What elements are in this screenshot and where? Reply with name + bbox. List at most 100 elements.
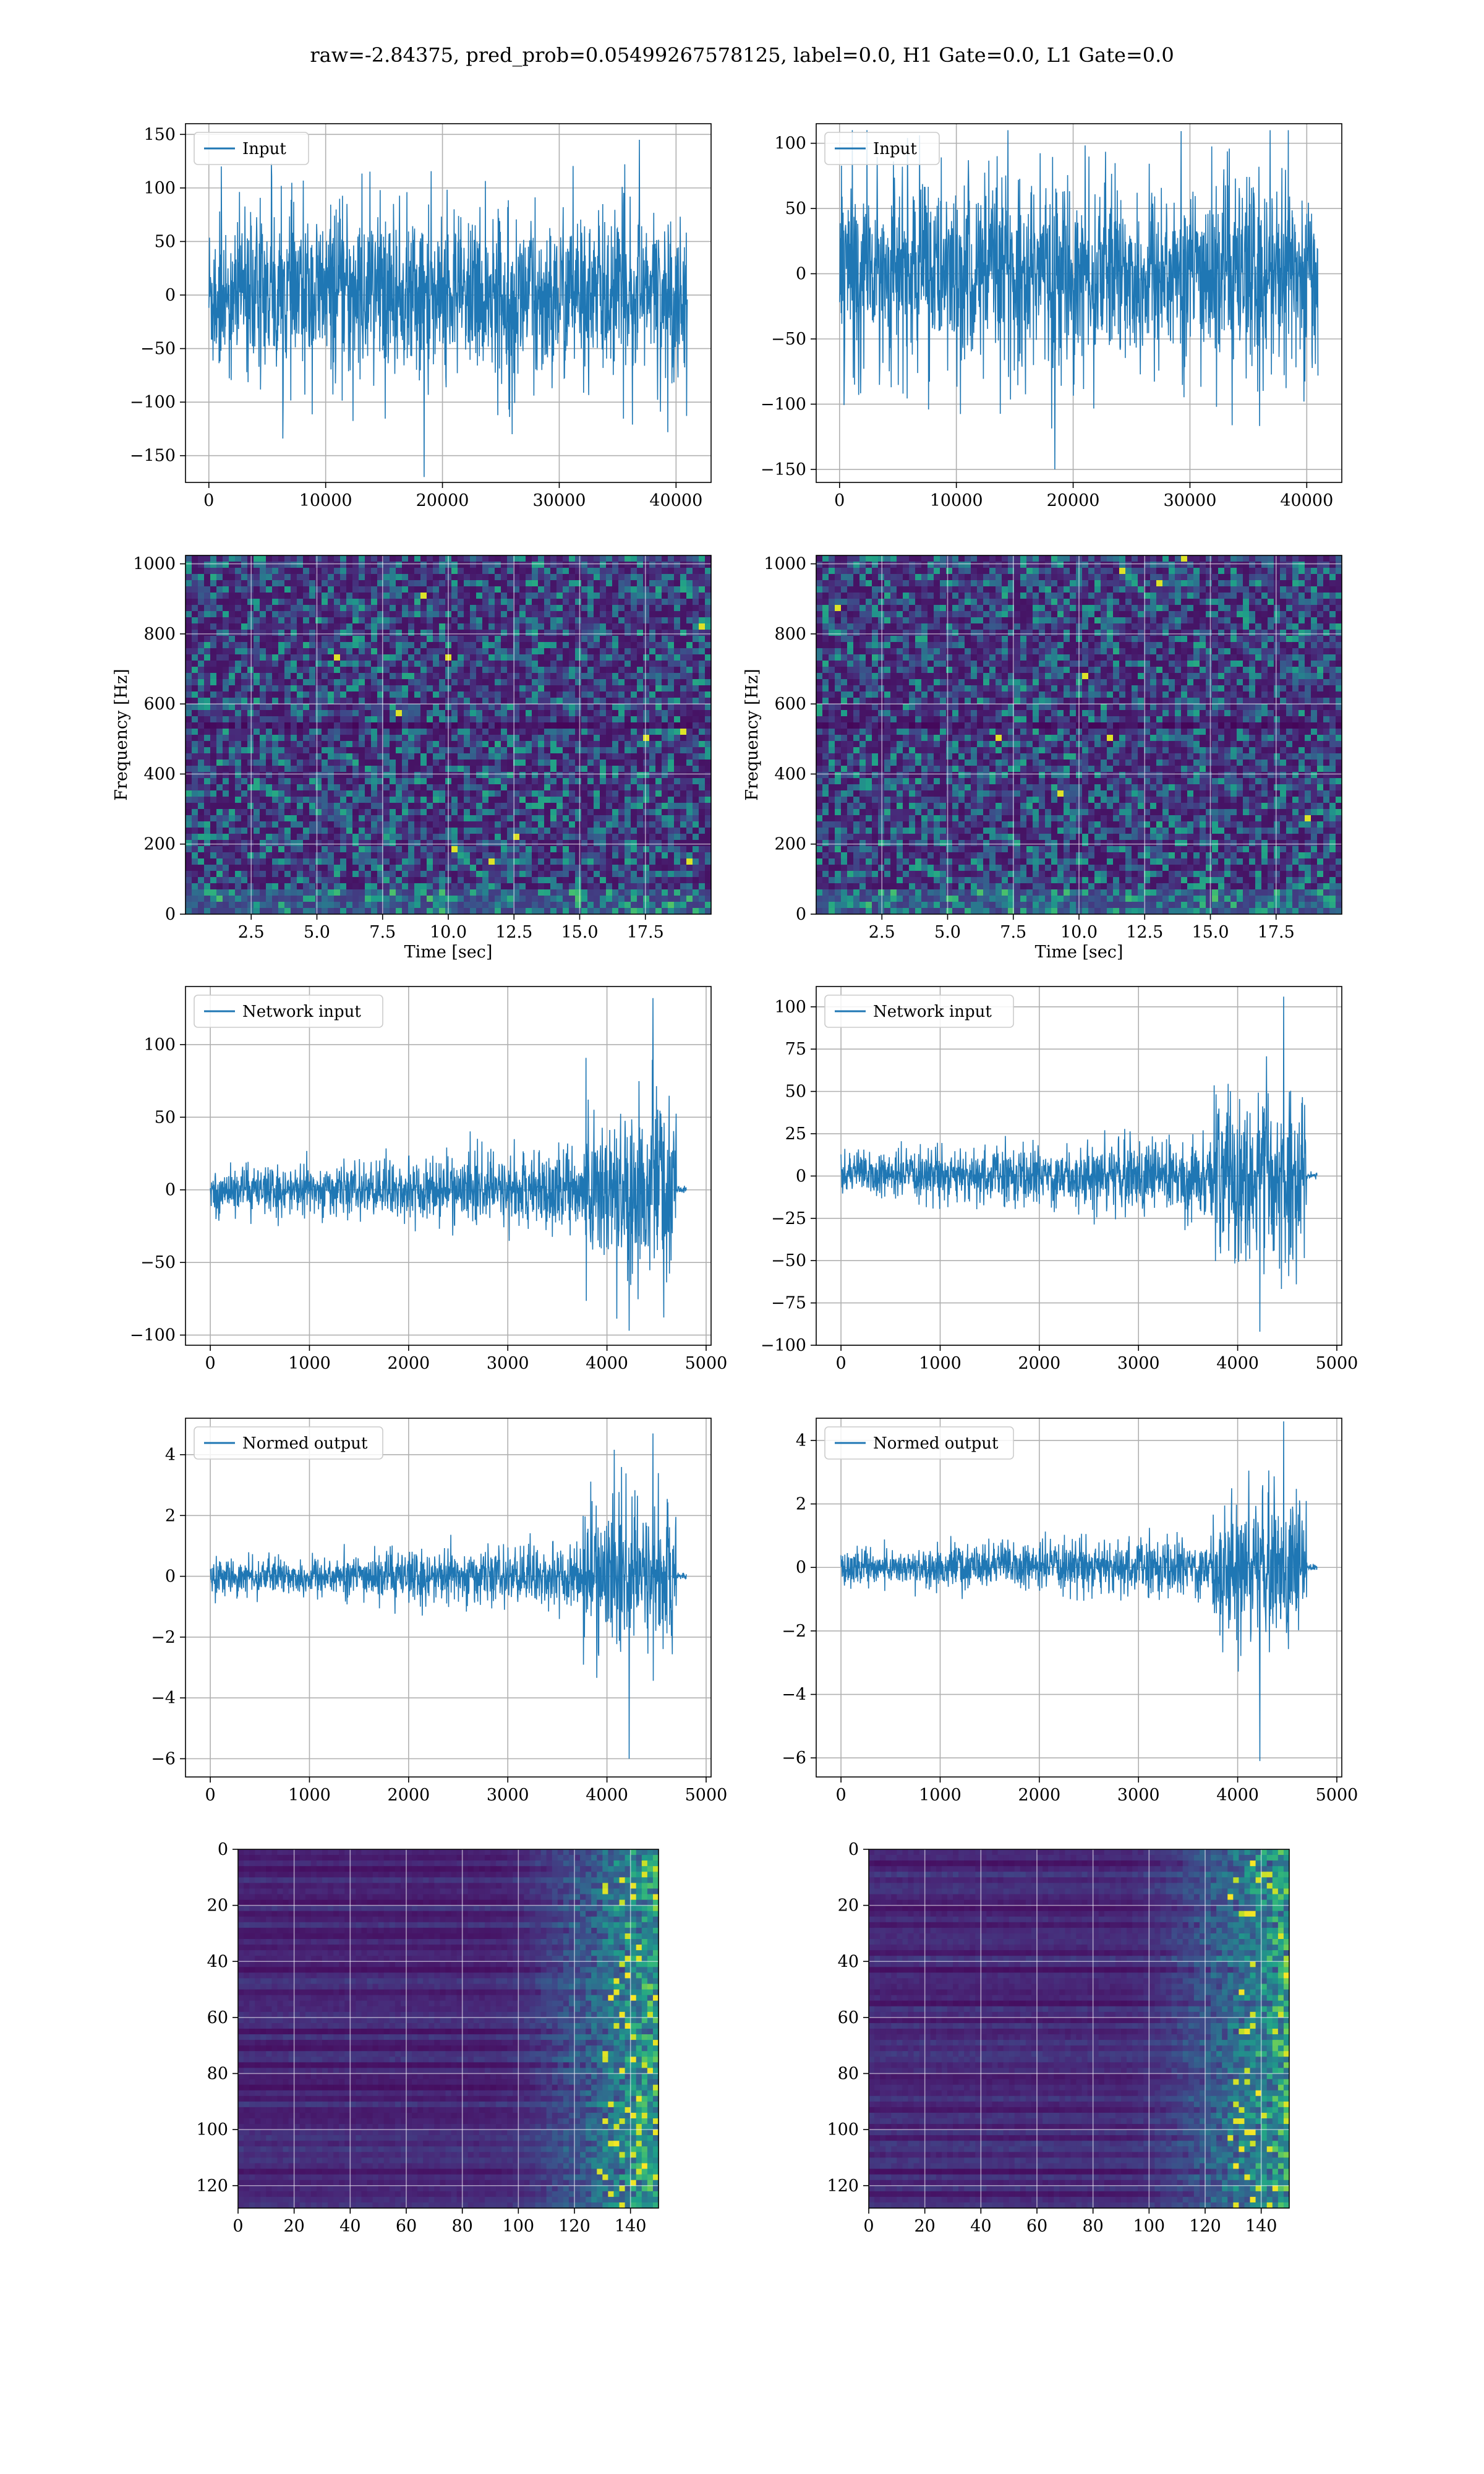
heatmap-cell (396, 593, 403, 599)
heatmap-cell (297, 815, 304, 822)
heatmap-cell (686, 593, 693, 599)
heatmap-cell (556, 710, 563, 717)
heatmap-cell (414, 834, 421, 841)
heatmap-cell (303, 753, 310, 760)
heatmap-cell (377, 568, 384, 575)
heatmap-cell (680, 883, 687, 890)
heatmap-cell (625, 555, 631, 562)
heatmap-cell (216, 883, 223, 890)
heatmap-cell (309, 896, 316, 902)
heatmap-cell (377, 778, 384, 785)
heatmap-cell (618, 889, 625, 896)
heatmap-cell (204, 704, 211, 711)
heatmap-cell (427, 815, 433, 822)
heatmap-cell (699, 865, 706, 871)
heatmap-cell (495, 599, 501, 606)
heatmap-cell (309, 679, 316, 686)
heatmap-cell (278, 617, 285, 624)
heatmap-cell (439, 766, 446, 773)
heatmap-cell (662, 654, 668, 661)
heatmap-cell (544, 883, 551, 890)
heatmap-cell (278, 908, 285, 914)
heatmap-cell (637, 574, 644, 581)
heatmap-cell (662, 815, 668, 822)
heatmap-cell (581, 599, 588, 606)
heatmap-cell (507, 784, 514, 791)
heatmap-cell (278, 840, 285, 847)
heatmap-cell (464, 858, 471, 865)
heatmap-cell (662, 809, 668, 816)
heatmap-cell (488, 691, 495, 698)
heatmap-cell (235, 648, 242, 655)
heatmap-cell (192, 716, 198, 723)
heatmap-cell (637, 679, 644, 686)
heatmap-cell (705, 636, 711, 643)
heatmap-cell (414, 698, 421, 704)
heatmap-cell (458, 896, 464, 902)
heatmap-cell (625, 648, 631, 655)
heatmap-cell (451, 889, 458, 896)
heatmap-cell (550, 840, 557, 847)
heatmap-cell (594, 803, 600, 810)
heatmap-cell (470, 679, 477, 686)
heatmap-cell (563, 568, 569, 575)
heatmap-cell (600, 871, 607, 878)
heatmap-cell (427, 562, 433, 568)
heatmap-cell (210, 630, 217, 636)
heatmap-cell (247, 679, 254, 686)
heatmap-cell (544, 846, 551, 853)
heatmap-cell (612, 760, 619, 766)
heatmap-cell (414, 611, 421, 618)
heatmap-cell (618, 636, 625, 643)
heatmap-cell (637, 722, 644, 729)
heatmap-cell (266, 698, 273, 704)
heatmap-cell (284, 611, 291, 618)
heatmap-cell (396, 648, 403, 655)
heatmap-cell (587, 896, 594, 902)
heatmap-cell (600, 704, 607, 711)
heatmap-cell (643, 846, 650, 853)
heatmap-cell (482, 691, 489, 698)
heatmap-cell (606, 623, 613, 630)
heatmap-cell (291, 871, 297, 878)
heatmap-cell (482, 741, 489, 748)
heatmap-cell (198, 617, 205, 624)
heatmap-cell (631, 654, 638, 661)
heatmap-cell (402, 852, 409, 859)
heatmap-cell (674, 685, 681, 692)
heatmap-cell (538, 636, 545, 643)
heatmap-cell (235, 716, 242, 723)
heatmap-cell (322, 760, 328, 766)
heatmap-cell (513, 722, 520, 729)
heatmap-cell (402, 778, 409, 785)
heatmap-cell (315, 716, 322, 723)
heatmap-cell (371, 865, 378, 871)
heatmap-cell (569, 834, 576, 841)
heatmap-cell (526, 654, 532, 661)
heatmap-cell (210, 809, 217, 816)
heatmap-cell (594, 883, 600, 890)
heatmap-cell (229, 698, 236, 704)
heatmap-cell (476, 562, 483, 568)
heatmap-cell (192, 630, 198, 636)
heatmap-cell (334, 865, 341, 871)
heatmap-cell (284, 661, 291, 667)
heatmap-cell (458, 809, 464, 816)
heatmap-cell (519, 809, 526, 816)
heatmap-cell (371, 698, 378, 704)
heatmap-cell (476, 605, 483, 612)
heatmap-cell (600, 877, 607, 884)
heatmap-cell (606, 630, 613, 636)
heatmap-cell (451, 617, 458, 624)
heatmap-cell (637, 803, 644, 810)
heatmap-cell (371, 654, 378, 661)
heatmap-cell (575, 704, 582, 711)
heatmap-cell (210, 568, 217, 575)
heatmap-cell (501, 834, 508, 841)
heatmap-cell (612, 661, 619, 667)
heatmap-cell (458, 630, 464, 636)
heatmap-cell (216, 562, 223, 568)
heatmap-cell (482, 883, 489, 890)
heatmap-cell (625, 797, 631, 803)
heatmap-cell (501, 555, 508, 562)
